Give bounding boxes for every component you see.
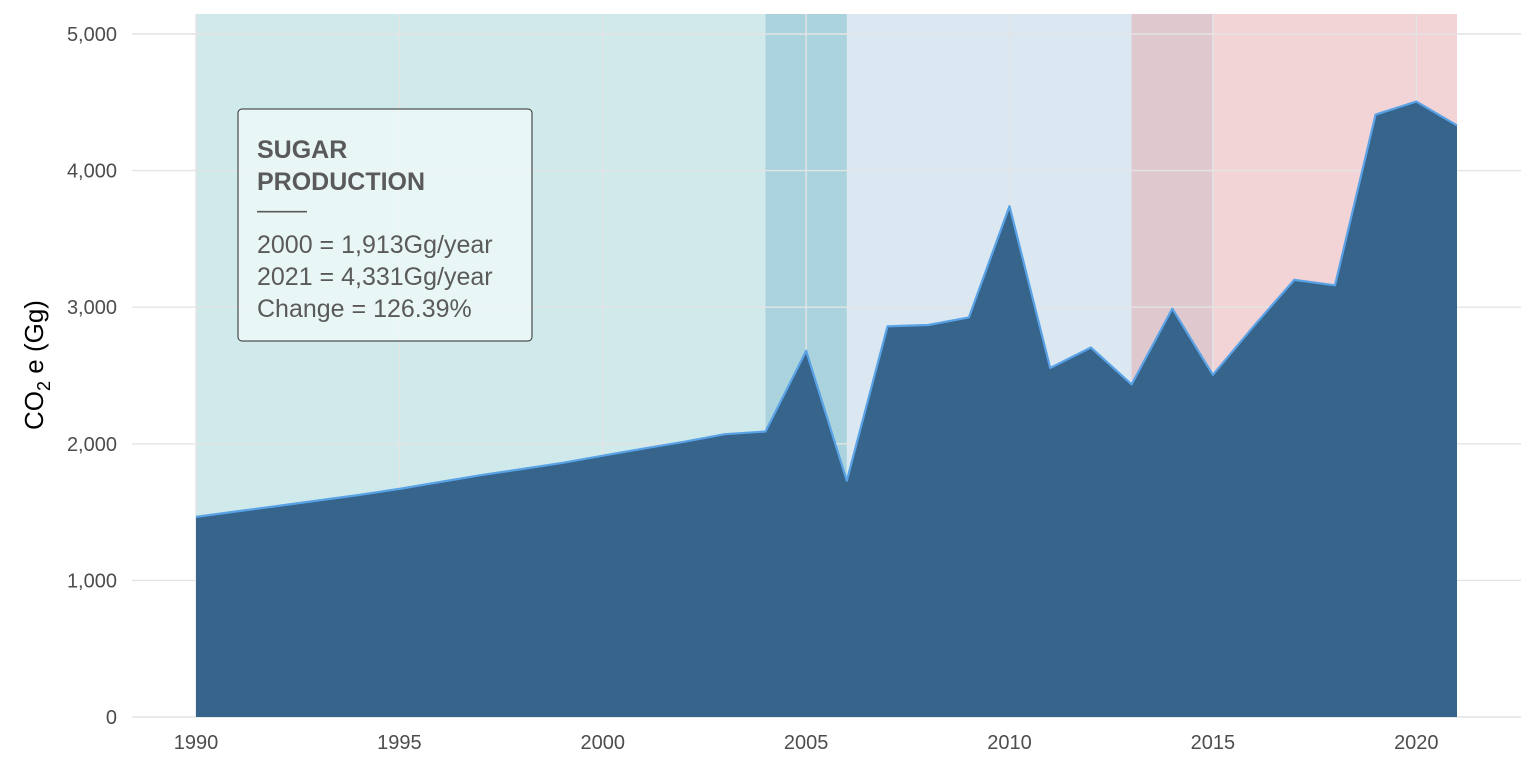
y-axis-title-main: CO — [19, 391, 49, 430]
y-tick-label: 5,000 — [67, 24, 117, 46]
axes: 0 1,000 2,000 3,000 4,000 5,000 1990 1995 2000 20… — [67, 24, 1439, 754]
y-tick-label: 1,000 — [67, 570, 117, 592]
annotation-box: SUGAR PRODUCTION —— 2000 = 1,913Gg/year … — [237, 108, 533, 342]
series-line — [195, 100, 1458, 518]
annotation-separator: —— — [257, 196, 307, 224]
data-area — [195, 100, 1458, 718]
x-tick-label: 2005 — [784, 732, 829, 754]
y-tick-label: 0 — [106, 707, 117, 729]
x-tick-label: 2020 — [1394, 732, 1439, 754]
annotation-title-line-1: SUGAR — [257, 136, 347, 164]
x-tick-label: 2010 — [987, 732, 1032, 754]
series-area — [196, 101, 1457, 718]
y-tick-label: 3,000 — [67, 297, 117, 319]
annotation-title-line-2: PRODUCTION — [257, 168, 425, 196]
y-axis-title: CO2 e (Gg) — [19, 300, 54, 430]
x-tick-label: 1995 — [377, 732, 422, 754]
y-tick-label: 2,000 — [67, 434, 117, 456]
annotation-line-2021: 2021 = 4,331Gg/year — [257, 263, 493, 291]
x-tick-label: 2015 — [1191, 732, 1236, 754]
y-axis-title-subscript: 2 — [34, 381, 54, 391]
annotation-line-change: Change = 126.39% — [257, 295, 472, 323]
annotation-box-frame — [237, 108, 533, 342]
annotation-line-2000: 2000 = 1,913Gg/year — [257, 231, 493, 259]
x-tick-label: 1990 — [174, 732, 219, 754]
y-axis-title-suffix: e (Gg) — [19, 300, 49, 381]
y-tick-label: 4,000 — [67, 161, 117, 183]
x-tick-label: 2000 — [581, 732, 626, 754]
